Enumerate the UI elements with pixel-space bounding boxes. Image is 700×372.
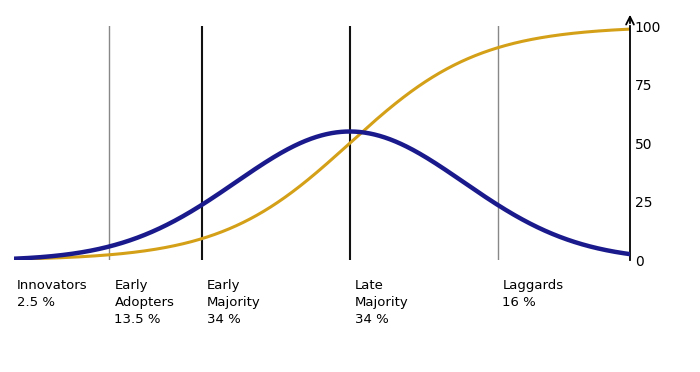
Text: Laggards
16 %: Laggards 16 % [503, 279, 564, 309]
Text: Early
Majority
34 %: Early Majority 34 % [206, 279, 260, 326]
Text: Innovators
2.5 %: Innovators 2.5 % [17, 279, 88, 309]
Text: Late
Majority
34 %: Late Majority 34 % [355, 279, 408, 326]
Text: Early
Adopters
13.5 %: Early Adopters 13.5 % [114, 279, 174, 326]
